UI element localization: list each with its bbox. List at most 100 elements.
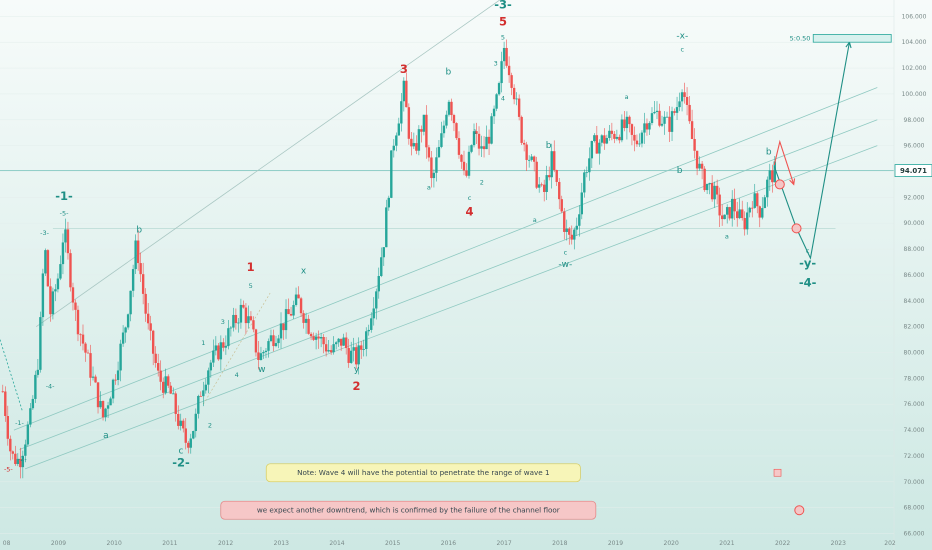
candle-body [244, 307, 248, 324]
candle-body [262, 351, 265, 354]
candle-body [625, 116, 629, 129]
candle-body [81, 334, 85, 344]
candle-body [595, 135, 599, 154]
candle-body [425, 114, 428, 148]
y-tick-label: 90.000 [904, 220, 925, 227]
wave-label: 4 [501, 94, 505, 102]
projection-arrowhead [789, 178, 796, 186]
candle-body [532, 156, 536, 162]
candle-body [54, 289, 57, 292]
candle-body [34, 374, 37, 399]
wave-label: a [103, 431, 109, 441]
candle-body [94, 376, 97, 383]
candle-body [309, 333, 313, 337]
y-tick-label: 92.000 [904, 194, 925, 201]
projection-red [773, 139, 795, 185]
candle-body [141, 274, 145, 294]
candle-body [738, 209, 741, 219]
candle-body [31, 398, 35, 409]
x-tick-label: 2017 [496, 540, 511, 547]
candle-body [713, 185, 716, 200]
current-price-tag [894, 164, 932, 177]
x-tick-label: 2019 [608, 540, 623, 547]
candle-body [299, 298, 303, 314]
wave-label: b [546, 141, 552, 151]
candle-body [199, 395, 203, 397]
dotted-trend [0, 339, 23, 411]
candle-body [638, 143, 641, 145]
current-price-label: 94.071 [900, 167, 927, 175]
wave-label: c [468, 194, 472, 202]
wave-label: c [806, 247, 810, 255]
candle-body [207, 370, 210, 385]
candle-body [660, 123, 664, 126]
candle-body [445, 114, 448, 126]
candle-body [688, 104, 691, 122]
candle-body [26, 424, 30, 445]
y-tick-label: 100.000 [902, 91, 927, 98]
candle-body [650, 113, 654, 124]
wave-label: 4 [466, 204, 474, 218]
candle-body [407, 107, 411, 139]
candle-body [370, 318, 373, 330]
x-tick-label: 2009 [51, 540, 66, 547]
candle-body [101, 401, 105, 418]
x-tick-label: 08 [3, 540, 11, 547]
candle-body [555, 169, 558, 182]
candle-body [177, 413, 180, 426]
candle-body [89, 353, 92, 378]
candle-body [575, 225, 578, 230]
candle-body [515, 98, 518, 100]
x-tick-label: 2011 [162, 540, 177, 547]
candle-body [766, 179, 769, 198]
wave-label: -3- [40, 229, 49, 237]
candle-body [397, 123, 401, 136]
candle-body [683, 92, 686, 97]
candle-body [690, 121, 694, 139]
candle-body [59, 264, 62, 279]
candle-body [432, 172, 436, 179]
candle-body [723, 214, 726, 220]
candle-body [324, 344, 328, 352]
dotted-channel [203, 292, 271, 405]
y-tick-label: 78.000 [904, 375, 925, 382]
candle-body [86, 352, 90, 354]
target-zone [812, 34, 892, 43]
candle-body [487, 136, 491, 144]
channel-line [35, 0, 501, 327]
note-text: we expect another downtrend, which is co… [257, 505, 560, 514]
candle-body [573, 229, 576, 240]
x-tick-label: 202 [884, 540, 896, 547]
candle-body [61, 242, 65, 265]
candle-body [430, 157, 433, 179]
candle-body [164, 376, 167, 393]
y-tick-label: 96.000 [904, 143, 925, 150]
candle-body [585, 172, 589, 174]
wave-label: -5- [60, 209, 69, 217]
wave-label: 5 [501, 34, 505, 42]
candle-body [257, 352, 260, 360]
y-tick-label: 76.000 [904, 401, 925, 408]
wave-label: b [446, 68, 452, 78]
candle-body [590, 141, 594, 159]
candle-body [91, 376, 95, 378]
candle-body [194, 413, 197, 432]
wave-label: 2 [352, 379, 360, 393]
wave-label: -1- [15, 419, 24, 427]
candle-body [342, 337, 345, 346]
candle-body [96, 382, 100, 408]
candle-body [114, 379, 117, 381]
y-tick-label: 70.000 [904, 479, 925, 486]
wave-label: b [136, 225, 142, 235]
wave-label: 4 [235, 371, 239, 379]
candle-body [635, 140, 639, 145]
candle-body [746, 212, 749, 230]
candle-body [79, 334, 82, 336]
wave-label: -1- [55, 189, 73, 203]
candle-body [505, 47, 508, 66]
candle-body [16, 458, 20, 465]
wave-label: 3 [494, 59, 498, 67]
candle-body [224, 346, 228, 348]
wave-label: a [427, 184, 431, 192]
